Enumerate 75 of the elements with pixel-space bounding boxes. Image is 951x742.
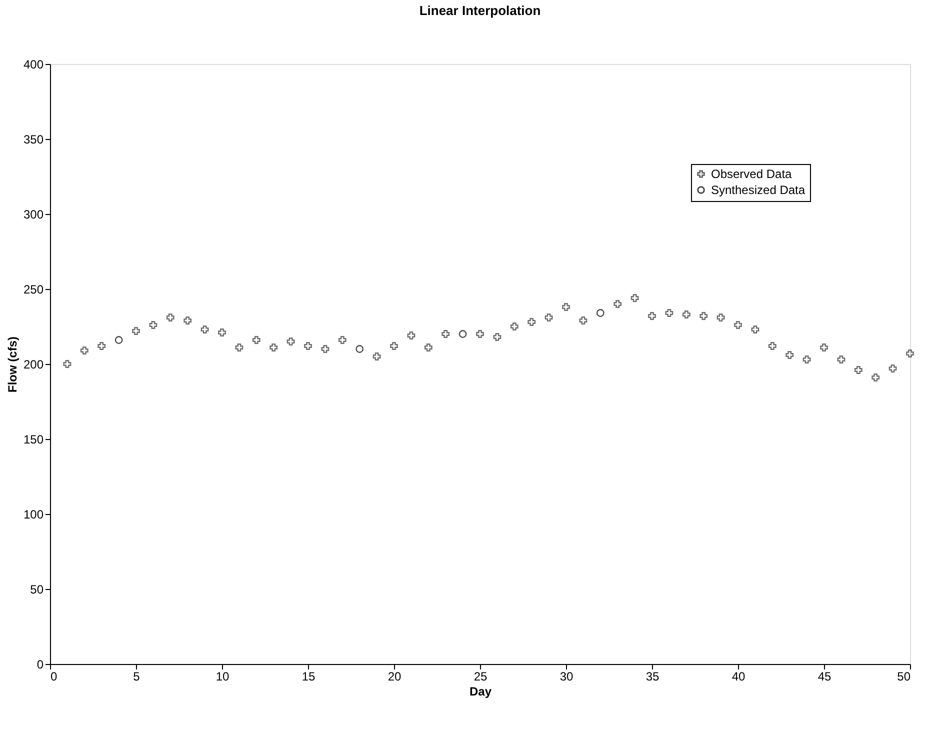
point [407,332,416,340]
x-axis-title: Day [469,684,492,698]
point [802,356,811,364]
point [476,330,484,338]
point [356,345,364,353]
point [132,327,140,335]
point [700,312,708,320]
point [321,345,330,353]
point [390,342,398,350]
point [493,333,502,341]
point [200,326,209,334]
point [270,344,278,352]
y-tick-label: 100 [23,508,44,522]
y-tick-label: 150 [23,432,44,446]
point [286,338,295,346]
point [149,321,158,329]
point [252,336,260,344]
legend-label: Synthesized Data [711,183,806,197]
legend-label: Observed Data [711,167,792,181]
x-tick-label: 0 [50,670,58,684]
point [820,344,828,352]
point [510,322,518,330]
y-tick-label: 0 [36,658,44,672]
point [63,360,72,368]
point [184,316,192,324]
point [751,326,760,334]
point [166,314,174,322]
point [114,336,123,344]
y-tick-label: 300 [23,208,44,222]
point [98,342,106,350]
x-tick-label: 10 [216,670,230,684]
point [562,303,570,311]
point [888,364,897,372]
point [596,309,604,317]
point [304,342,312,350]
point [854,366,862,374]
point [716,314,725,322]
point [579,316,588,324]
point [338,336,346,344]
point [665,309,674,317]
point [872,374,880,382]
point [442,330,450,338]
x-tick-label: 30 [560,670,574,684]
point [906,350,914,358]
y-tick-label: 400 [23,58,44,72]
y-axis-title: Flow (cfs) [5,336,20,392]
point [544,314,553,322]
x-tick-label: 5 [133,670,140,684]
x-tick-label: 20 [388,670,402,684]
chart-title: Linear Interpolation [419,3,541,18]
x-tick-label: 40 [732,670,746,684]
point [235,344,244,352]
point [630,294,639,302]
point [682,310,690,318]
y-tick-label: 250 [23,282,44,296]
point [837,356,846,364]
point [648,312,656,320]
point [80,346,88,354]
y-tick-label: 200 [23,358,44,372]
point [458,330,467,338]
point [734,321,742,329]
x-tick-label: 35 [646,670,660,684]
x-tick-label: 45 [818,670,832,684]
x-tick-label: 25 [474,670,488,684]
point [768,342,776,350]
point [614,300,622,308]
point [786,351,794,359]
x-tick-label: 15 [302,670,316,684]
y-tick-label: 50 [30,582,44,596]
y-tick-label: 350 [23,132,44,146]
point [424,344,432,352]
x-tick-label: 50 [897,670,911,684]
point [372,352,381,360]
point [218,328,226,336]
point [528,318,536,326]
